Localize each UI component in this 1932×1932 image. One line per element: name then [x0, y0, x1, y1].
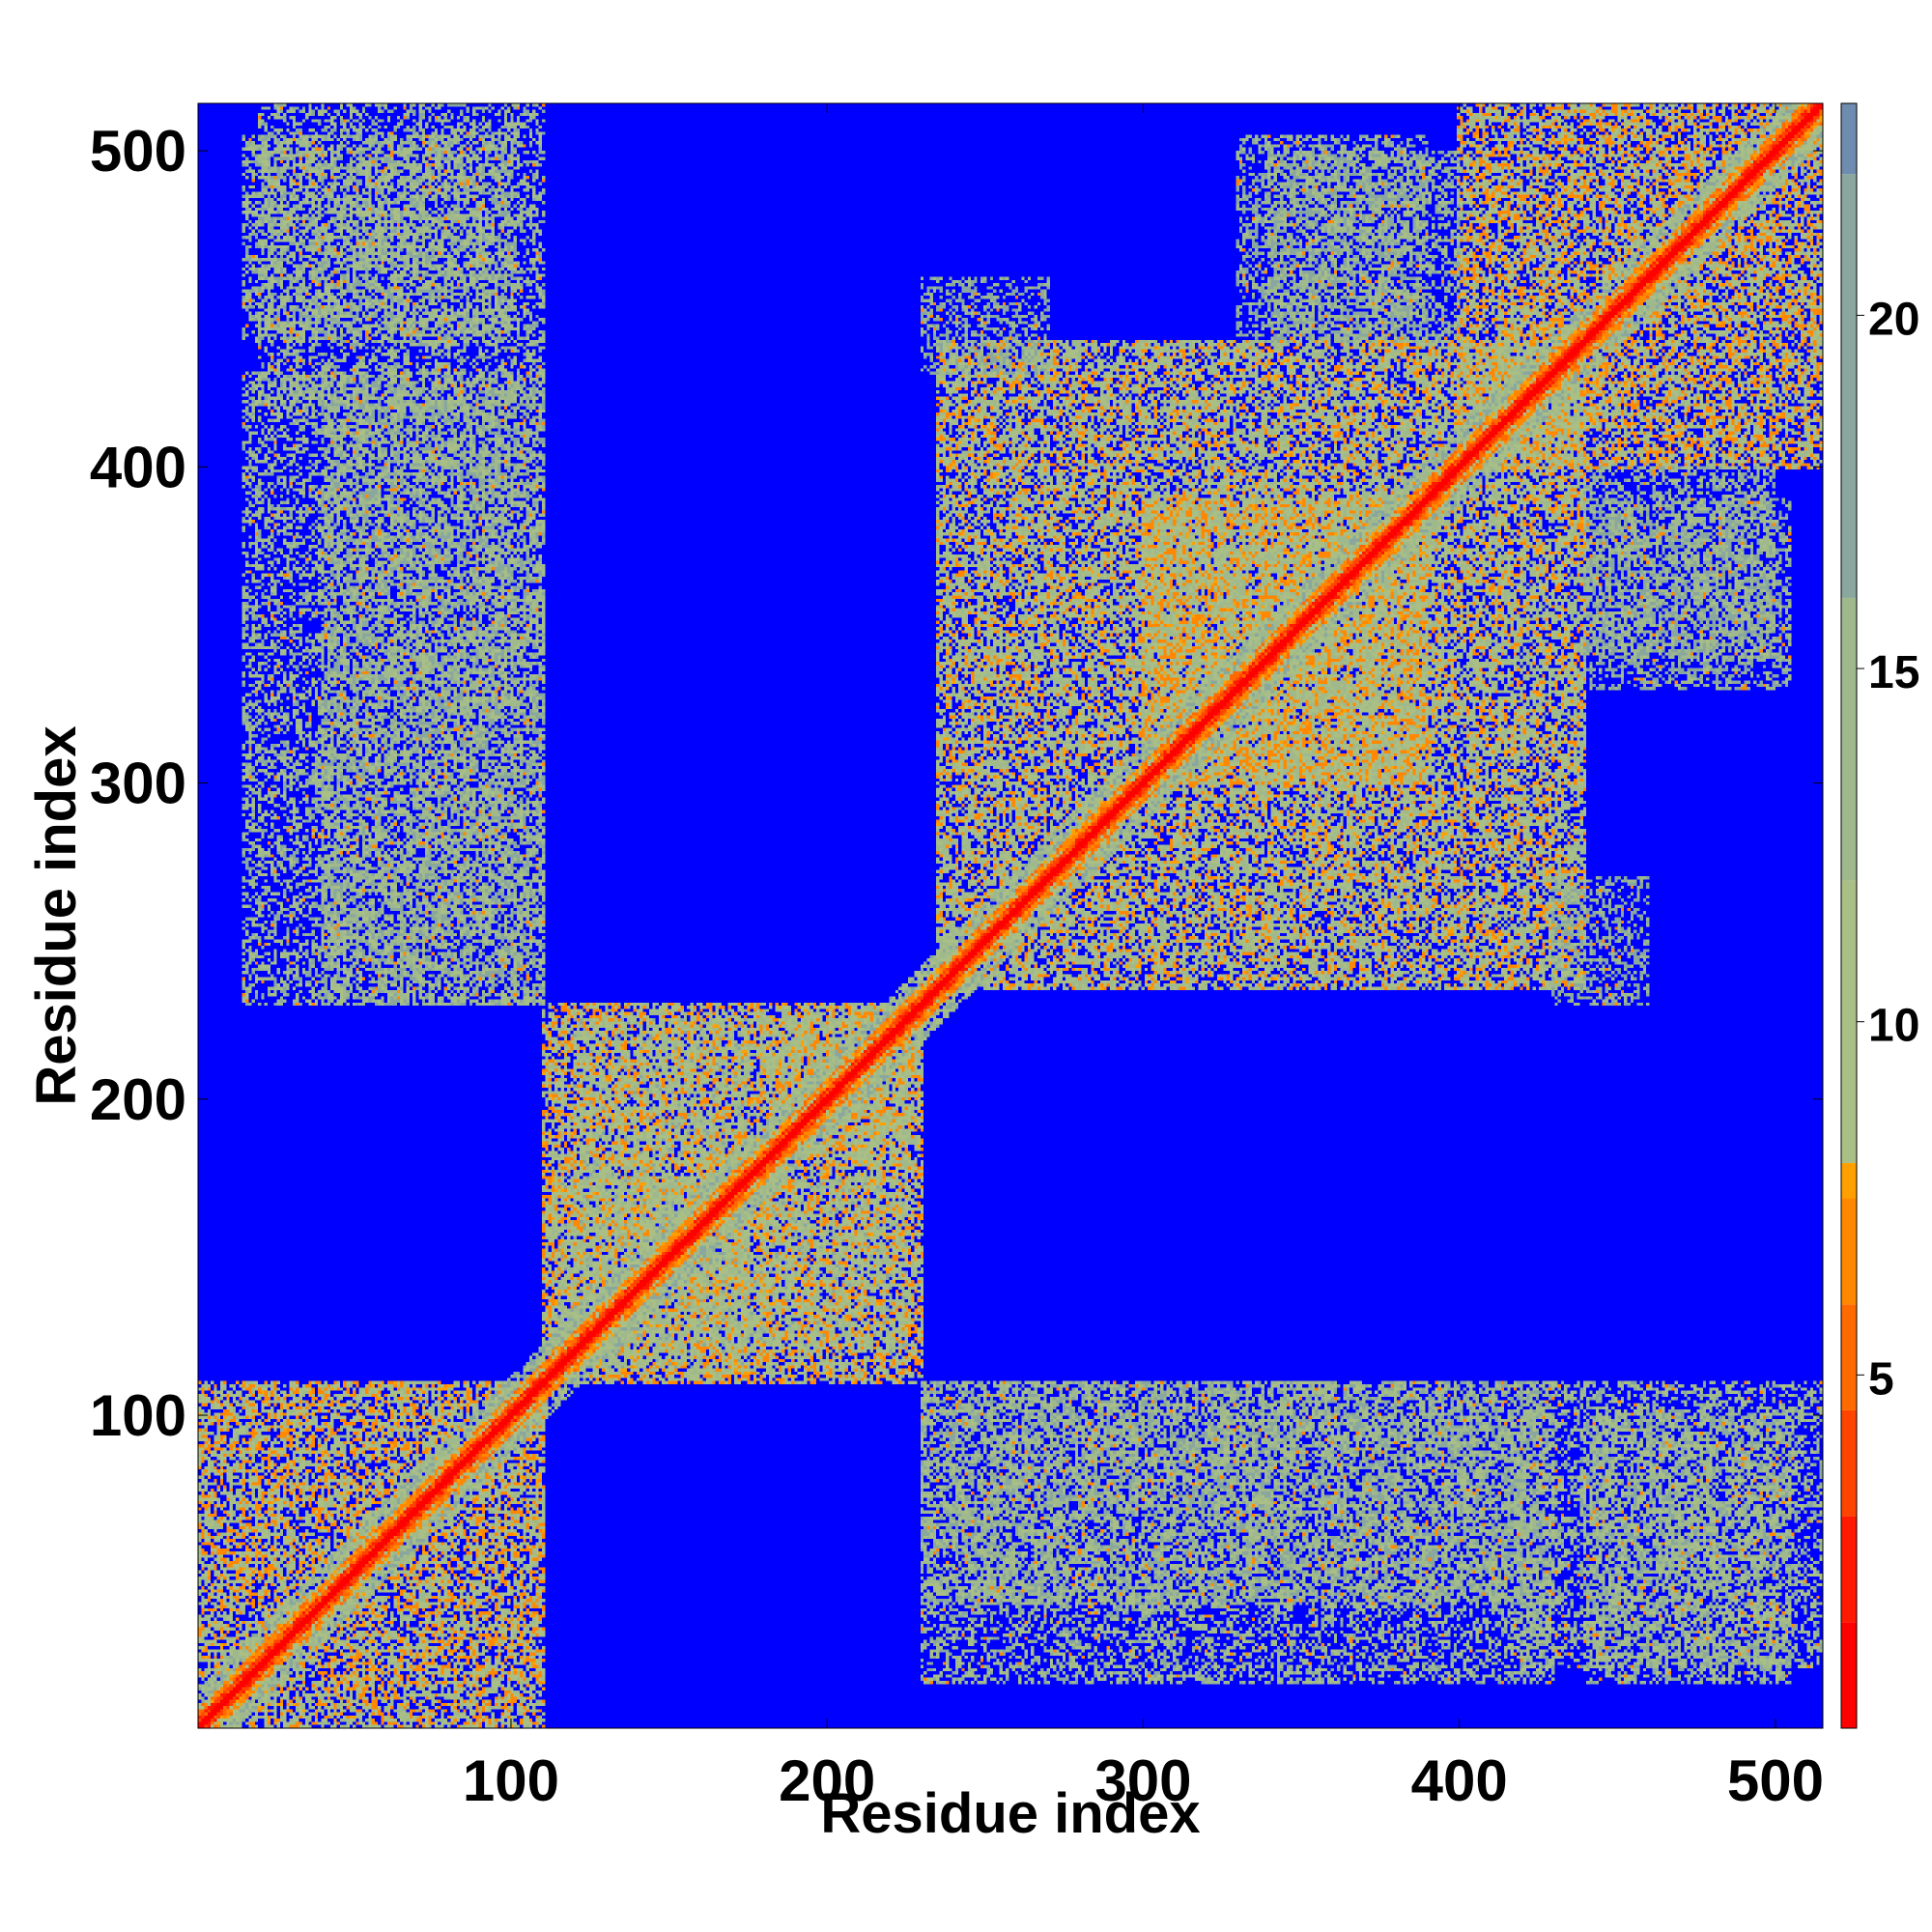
- colorbar-segment: [1841, 1622, 1857, 1728]
- colorbar-tick-label: 5: [1868, 1353, 1894, 1405]
- colorbar-segment: [1841, 1516, 1857, 1623]
- colorbar-tick-label: 10: [1868, 1001, 1919, 1052]
- y-tick-label: 500: [90, 119, 186, 184]
- colorbar-segment: [1841, 597, 1857, 881]
- colorbar-segment: [1841, 103, 1857, 175]
- y-tick-label: 300: [90, 752, 186, 816]
- plot-frame: [197, 102, 1824, 1729]
- colorbar-tick-label: 15: [1868, 647, 1919, 698]
- plot-area: [197, 102, 1824, 1729]
- x-tick-label: 300: [1094, 1748, 1191, 1813]
- colorbar-segment: [1841, 1409, 1857, 1517]
- colorbar-tick-label: 20: [1868, 294, 1919, 345]
- colorbar-segment: [1841, 1198, 1857, 1305]
- y-tick-label: 100: [90, 1383, 186, 1448]
- y-axis: 100 200 300 400 500: [90, 119, 1823, 1448]
- heatmap-image: [198, 103, 1823, 1728]
- y-tick-label: 200: [90, 1067, 186, 1132]
- x-tick-label: 400: [1411, 1748, 1508, 1813]
- x-tick-label: 100: [463, 1748, 559, 1813]
- y-axis-title: Residue index: [25, 725, 88, 1105]
- colorbar-segment: [1841, 174, 1857, 598]
- x-axis: 100 200 300 400 500: [463, 103, 1824, 1813]
- colorbar-frame: [1840, 102, 1858, 1729]
- colorbar: 5 10 15 20: [1840, 102, 1919, 1729]
- x-tick-label: 500: [1727, 1748, 1824, 1813]
- y-tick-label: 400: [90, 435, 186, 499]
- x-axis-title: Residue index: [820, 1782, 1200, 1845]
- x-tick-label: 200: [779, 1748, 875, 1813]
- colorbar-segment: [1841, 880, 1857, 1163]
- colorbar-segment: [1841, 1162, 1857, 1199]
- colorbar-segment: [1841, 1304, 1857, 1410]
